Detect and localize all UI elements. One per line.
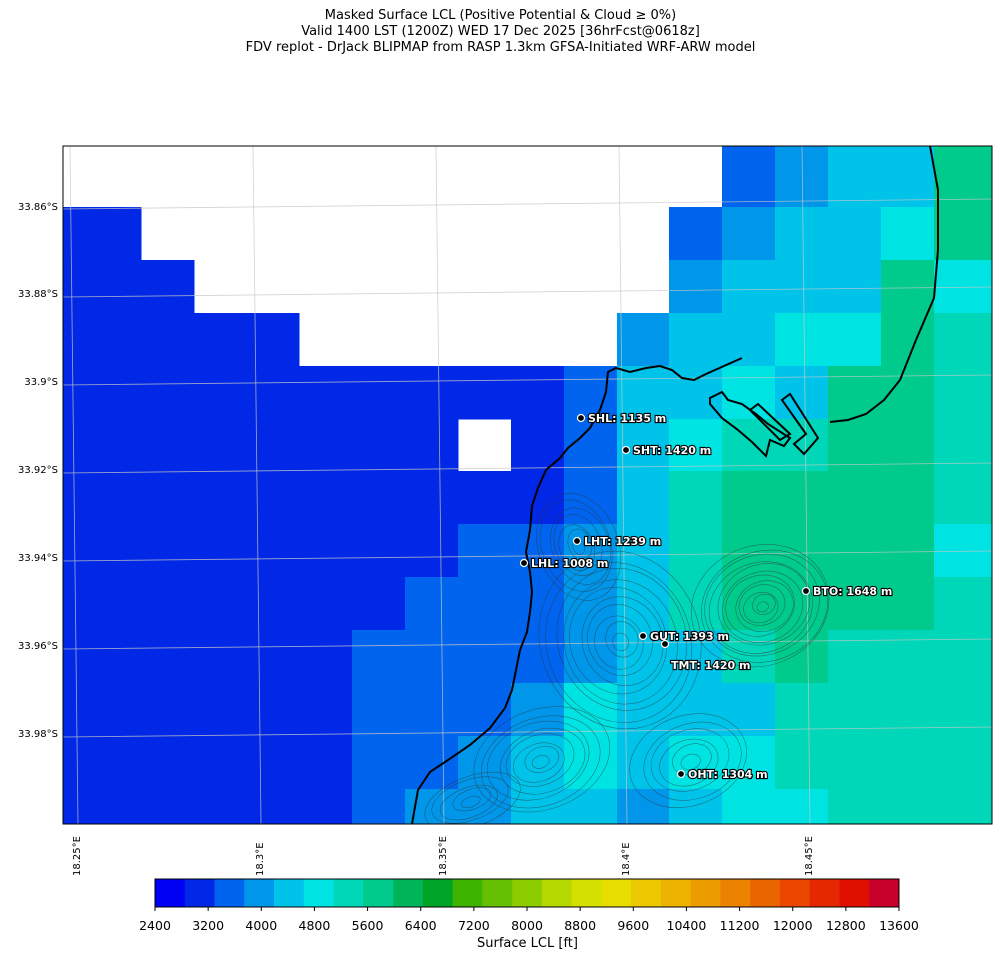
station-lhl: LHL: 1008 m xyxy=(519,556,609,571)
colorbar-segment xyxy=(214,879,245,907)
station-marker xyxy=(621,445,631,455)
colorbar-segment xyxy=(690,879,721,907)
station-lht: LHT: 1239 m xyxy=(572,534,662,549)
colorbar-tick-label: 6400 xyxy=(404,918,437,933)
station-bto: BTO: 1648 m xyxy=(801,584,893,599)
lat-label-33.94: 33.94°S xyxy=(18,553,58,564)
colorbar-segment xyxy=(333,879,364,907)
colorbar-segment xyxy=(422,879,453,907)
colorbar-tick-label: 10400 xyxy=(666,918,707,933)
graticule-lines xyxy=(63,146,992,824)
colorbar-tick-label: 12800 xyxy=(825,918,866,933)
colorbar-segment xyxy=(601,879,632,907)
colorbar-label: Surface LCL [ft] xyxy=(477,936,578,951)
colorbar-segment xyxy=(631,879,662,907)
colorbar-segment xyxy=(244,879,275,907)
colorbar-segment xyxy=(571,879,602,907)
lat-label-33.88: 33.88°S xyxy=(18,289,58,300)
station-marker xyxy=(576,413,586,423)
colorbar-tick-label: 7200 xyxy=(457,918,490,933)
lon-label-18.45: 18.45°E xyxy=(804,836,815,876)
station-sht: SHT: 1420 m xyxy=(621,443,712,458)
colorbar-segment xyxy=(155,879,186,907)
station-shl: SHL: 1135 m xyxy=(576,411,667,426)
station-marker xyxy=(519,558,529,568)
colorbar-tick-label: 12000 xyxy=(772,918,813,933)
colorbar-tick-label: 5600 xyxy=(351,918,384,933)
colorbar-segment xyxy=(660,879,692,907)
colorbar-tick-label: 8800 xyxy=(564,918,597,933)
colorbar-segment xyxy=(779,879,811,907)
colorbar-segment xyxy=(274,879,305,907)
colorbar-tick-label: 2400 xyxy=(139,918,171,933)
map-plot-area: SHL: 1135 m SHT: 1420 m LHT: 1239 m LHL: 10… xyxy=(63,146,992,824)
station-label: GUT: 1393 m xyxy=(650,630,729,643)
map-title-line-2: Valid 1400 LST (1200Z) WED 17 Dec 2025 [… xyxy=(301,24,700,39)
lat-label-33.98: 33.98°S xyxy=(18,729,58,740)
colorbar-segment xyxy=(541,879,573,907)
map-title-line-3: FDV replot - DrJack BLIPMAP from RASP 1.… xyxy=(245,40,756,55)
station-label: BTO: 1648 m xyxy=(813,585,892,598)
lon-label-18.25: 18.25°E xyxy=(72,836,83,876)
station-marker xyxy=(801,586,811,596)
colorbar-segment xyxy=(363,879,394,907)
coastline xyxy=(411,357,743,824)
colorbar-segment xyxy=(184,879,215,907)
lon-label-18.4: 18.4°E xyxy=(621,842,632,876)
map-frame xyxy=(62,145,993,825)
station-tmt: TMT: 1420 m xyxy=(660,639,752,673)
colorbar-segment xyxy=(720,879,751,907)
colorbar-segment xyxy=(452,879,483,907)
lat-label-33.92: 33.92°S xyxy=(18,465,58,476)
colorbar-tick-label: 3200 xyxy=(192,918,225,933)
station-label: SHT: 1420 m xyxy=(633,444,711,457)
colorbar-segment xyxy=(750,879,781,907)
station-oht: OHT: 1304 m xyxy=(676,767,769,782)
station-marker xyxy=(676,769,686,779)
lon-label-18.3: 18.3°E xyxy=(255,842,266,876)
harbour-outline xyxy=(709,390,792,458)
lat-label-33.9: 33.9°S xyxy=(24,377,58,388)
coastline-east xyxy=(829,146,939,423)
station-marker xyxy=(572,536,582,546)
station-gut: GUT: 1393 m xyxy=(638,629,730,644)
lat-label-33.86: 33.86°S xyxy=(18,202,58,213)
colorbar-segment xyxy=(869,879,900,907)
colorbar-tick-label: 8000 xyxy=(511,918,543,933)
colorbar-tick-label: 4000 xyxy=(245,918,278,933)
station-label: TMT: 1420 m xyxy=(671,659,751,672)
colorbar xyxy=(154,878,900,911)
colorbar-segment xyxy=(482,879,513,907)
colorbar-tick-label: 13600 xyxy=(879,918,919,933)
colorbar-segment xyxy=(839,879,870,907)
station-label: OHT: 1304 m xyxy=(688,768,768,781)
station-label: LHT: 1239 m xyxy=(584,535,661,548)
station-markers: SHL: 1135 m SHT: 1420 m LHT: 1239 m LHL: 10… xyxy=(519,411,893,782)
map-title-line-1: Masked Surface LCL (Positive Potential &… xyxy=(324,8,677,23)
lon-label-18.35: 18.35°E xyxy=(438,836,449,876)
lcl-grid-cells xyxy=(63,146,992,824)
station-label: SHL: 1135 m xyxy=(588,412,666,425)
colorbar-segment xyxy=(393,879,424,907)
breakwater-outline xyxy=(748,392,820,456)
station-label: LHL: 1008 m xyxy=(531,557,608,570)
terrain-contours xyxy=(424,493,830,824)
lat-label-33.96: 33.96°S xyxy=(18,641,58,652)
colorbar-tick-label: 9600 xyxy=(617,918,650,933)
colorbar-tick-label: 4800 xyxy=(298,918,331,933)
colorbar-segment xyxy=(512,879,543,907)
station-marker xyxy=(638,631,648,641)
station-marker xyxy=(660,639,670,649)
colorbar-segment xyxy=(303,879,334,907)
colorbar-segment xyxy=(809,879,840,907)
colorbar-tick-label: 11200 xyxy=(719,918,760,933)
